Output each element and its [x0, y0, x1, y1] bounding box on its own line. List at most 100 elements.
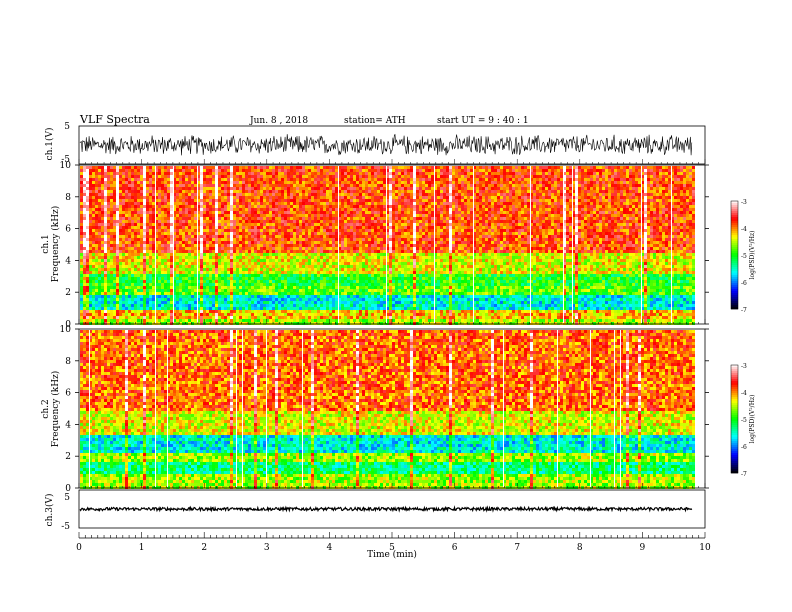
spectrogram-cell	[260, 295, 263, 298]
spectrogram-cell	[164, 274, 167, 277]
spectrogram-cell	[125, 244, 128, 247]
spectrogram-cell	[119, 241, 122, 244]
spectrogram-cell	[254, 262, 257, 265]
spectrogram-cell	[251, 232, 254, 235]
spectrogram-cell	[176, 241, 179, 244]
spectrogram-cell	[167, 181, 170, 184]
spectrogram-cell	[206, 178, 209, 181]
spectrogram-cell	[176, 298, 179, 301]
spectrogram-cell	[230, 178, 233, 181]
spectrogram-cell	[137, 310, 140, 313]
spectrogram-cell	[344, 292, 347, 295]
spectrogram-cell	[107, 214, 110, 217]
spectrogram-cell	[254, 184, 257, 187]
spectrogram-cell	[137, 259, 140, 262]
spectrogram-cell	[179, 283, 182, 286]
spectrogram-cell	[158, 319, 161, 322]
spectrogram-cell	[125, 184, 128, 187]
spectrogram-cell	[101, 253, 104, 256]
spectrogram-cell	[191, 292, 194, 295]
spectrogram-cell	[221, 250, 224, 253]
spectrogram-cell	[95, 256, 98, 259]
spectrogram-cell	[188, 166, 191, 169]
spectrogram-cell	[218, 196, 221, 199]
spectrogram-cell	[215, 220, 218, 223]
spectrogram-cell	[317, 181, 320, 184]
spectrogram-cell	[266, 265, 269, 268]
spectrogram-cell	[191, 283, 194, 286]
spectrogram-cell	[341, 238, 344, 241]
spectrogram-cell	[125, 283, 128, 286]
spectrogram-cell	[188, 172, 191, 175]
spectrogram-cell	[329, 286, 332, 289]
spectrogram-cell	[212, 238, 215, 241]
spectrogram-cell	[152, 289, 155, 292]
spectrogram-cell	[152, 190, 155, 193]
spectrogram-cell	[281, 220, 284, 223]
spectrogram-cell	[302, 262, 305, 265]
spectrogram-cell	[212, 280, 215, 283]
spectrogram-cell	[314, 253, 317, 256]
spectrogram-cell	[203, 217, 206, 220]
spectrogram-cell	[332, 277, 335, 280]
spectrogram-cell	[149, 232, 152, 235]
spectrogram-cell	[86, 196, 89, 199]
spectrogram-cell	[113, 181, 116, 184]
spectrogram-cell	[236, 238, 239, 241]
spectrogram-cell	[245, 166, 248, 169]
spectrogram-cell	[128, 244, 131, 247]
spectrogram-cell	[131, 319, 134, 322]
spectrogram-cell	[116, 286, 119, 289]
spectrogram-cell	[113, 304, 116, 307]
spectrogram-cell	[251, 286, 254, 289]
spectrogram-cell	[254, 223, 257, 226]
spectrogram-cell	[350, 289, 353, 292]
spectrogram-cell	[290, 220, 293, 223]
spectrogram-cell	[275, 265, 278, 268]
spectrogram-cell	[359, 175, 362, 178]
spectrogram-cell	[149, 274, 152, 277]
spectrogram-cell	[80, 238, 83, 241]
spectrogram-cell	[83, 181, 86, 184]
spectrogram-cell	[152, 166, 155, 169]
spectrogram-cell	[344, 262, 347, 265]
spectrogram-cell	[272, 184, 275, 187]
spectrogram-cell	[113, 232, 116, 235]
spectrogram-cell	[281, 262, 284, 265]
spectrogram-cell	[89, 217, 92, 220]
spectrogram-cell	[275, 262, 278, 265]
spectrogram-cell	[167, 289, 170, 292]
spectrogram-cell	[353, 277, 356, 280]
spectrogram-cell	[194, 211, 197, 214]
spectrogram-cell	[281, 211, 284, 214]
spectrogram-cell	[311, 172, 314, 175]
spectrogram-cell	[176, 226, 179, 229]
spectrogram-cell	[296, 178, 299, 181]
spectrogram-cell	[284, 202, 287, 205]
spectrogram-cell	[125, 316, 128, 319]
spectrogram-cell	[260, 184, 263, 187]
spectrogram-cell	[176, 238, 179, 241]
spectrogram-cell	[278, 286, 281, 289]
spectrogram-cell	[152, 286, 155, 289]
spectrogram-cell	[248, 196, 251, 199]
spectrogram-cell	[305, 235, 308, 238]
spectrogram-cell	[224, 280, 227, 283]
spectrogram-cell	[299, 229, 302, 232]
spectrogram-cell	[359, 277, 362, 280]
spectrogram-cell	[128, 169, 131, 172]
spectrogram-cell	[149, 310, 152, 313]
spectrogram-cell	[140, 193, 143, 196]
spectrogram-cell	[335, 208, 338, 211]
spectrogram-cell	[134, 244, 137, 247]
spectrogram-cell	[137, 199, 140, 202]
spectrogram-cell	[245, 268, 248, 271]
spectrogram-cell	[302, 232, 305, 235]
spectrogram-cell	[110, 238, 113, 241]
spectrogram-cell	[176, 253, 179, 256]
spectrogram-cell	[95, 250, 98, 253]
spectrogram-cell	[260, 253, 263, 256]
spectrogram-cell	[116, 253, 119, 256]
spectrogram-cell	[89, 241, 92, 244]
spectrogram-cell	[176, 259, 179, 262]
